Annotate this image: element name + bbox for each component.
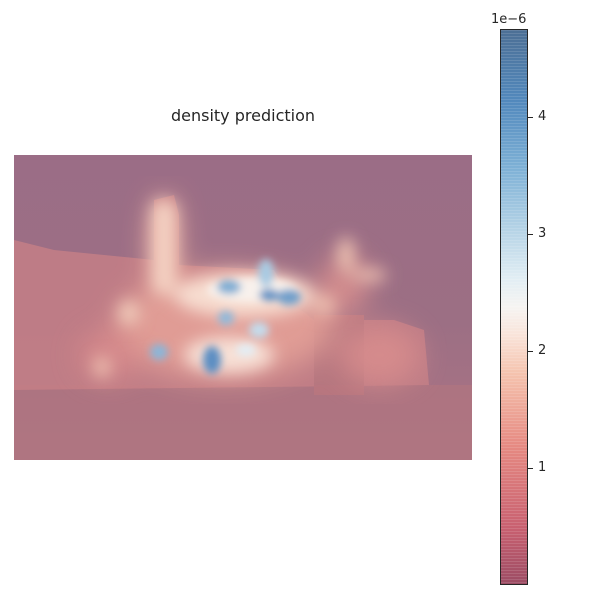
- colorbar-tick-label: 1: [538, 459, 547, 475]
- colorbar-exponent: 1e−6: [491, 12, 527, 27]
- peak-density-regions: [150, 259, 301, 374]
- colorbar: [500, 29, 528, 585]
- ground-region: [14, 385, 472, 460]
- density-heatmap: [14, 155, 472, 460]
- colorbar-tick-label: 3: [538, 225, 547, 241]
- colorbar-stripes: [501, 30, 527, 584]
- colorbar-tick: [528, 350, 533, 352]
- colorbar-tick: [528, 233, 533, 235]
- colorbar-tick-label: 4: [538, 108, 547, 124]
- heatmap-image: [14, 155, 472, 460]
- colorbar-tick: [528, 116, 533, 118]
- chart-title: density prediction: [170, 106, 316, 125]
- colorbar-tick: [528, 467, 533, 469]
- colorbar-tick-label: 2: [538, 342, 547, 358]
